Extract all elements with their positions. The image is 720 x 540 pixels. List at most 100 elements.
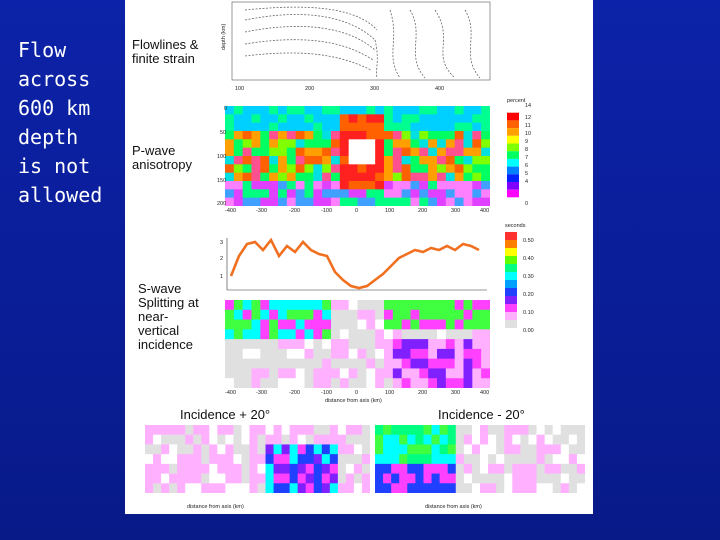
heatmap-cell [375,348,385,360]
heatmap-cell [366,106,376,115]
heatmap-cell [366,378,376,388]
heatmap-cell [407,463,416,475]
heatmap-cell [361,434,370,445]
heatmap-cell [428,122,438,132]
heatmap-cell [481,319,490,330]
heatmap-cell [297,463,307,475]
heatmap-cell [289,425,299,436]
percent-tick: 6 [525,163,529,169]
heatmap-cell [304,164,314,174]
heatmap-cell [297,454,307,465]
heatmap-cell [536,463,546,475]
heatmap-cell [454,309,464,321]
heatmap-cell [295,147,305,157]
heatmap-cell [366,319,376,330]
heatmap-cell [269,181,279,190]
heatmap-cell [428,309,438,321]
heatmap-cell [278,378,288,388]
flowline [409,9,426,79]
seconds-tick: 0.00 [523,328,534,334]
heatmap-cell [481,339,490,350]
heatmap-cell [445,348,456,360]
heatmap-cell [428,329,438,340]
heatmap-cell [161,425,170,436]
heatmap-cell [471,434,481,445]
flowline [389,9,401,79]
heatmap-cell [225,122,235,132]
heatmap-cell [447,463,457,475]
heatmap-cell [454,300,464,311]
heatmap-cell [437,172,447,182]
heatmap-cell [331,106,341,115]
heatmap-cell [568,425,578,436]
heatmap-cell [289,463,299,475]
heatmap-cell [375,164,385,174]
heatmap-cell [428,378,438,388]
heatmap-cell [269,309,279,321]
heatmap-cell [463,300,473,311]
heatmap-cell [375,181,385,190]
heatmap-cell [528,473,538,484]
x-tick: 100 [385,208,395,214]
heatmap-cell [289,454,299,465]
heatmap-cell [407,473,416,484]
heatmap-cell [568,444,578,455]
heatmap-cell [472,114,482,124]
heatmap-cell [289,434,299,445]
heatmap-cell [463,444,473,455]
heatmap-cell [480,463,489,475]
heatmap-cell [419,156,429,165]
heatmap-cell [201,483,210,493]
heatmap-cell [552,483,562,493]
heatmap-cell [321,444,331,455]
incidence-plus-label: Incidence + 20° [180,407,271,422]
heatmap-cell [251,106,261,115]
heatmap-cell [257,463,267,475]
heatmap-cell [472,106,482,115]
x-tick: 400 [480,208,490,214]
heatmap-cell [345,473,355,484]
heatmap-cell [401,339,411,350]
heatmap-cell [488,434,497,445]
heatmap-cell [472,358,482,369]
colorbar-cell [505,288,517,296]
heatmap-cell [454,319,464,330]
heatmap-cell [337,473,347,484]
heatmap-cell [305,483,315,493]
heatmap-cell [576,444,585,455]
heatmap-cell [437,197,447,206]
x-tick: -200 [289,208,301,214]
heatmap-cell [439,483,449,493]
heatmap-cell [375,147,385,157]
heatmap-cell [153,473,162,484]
heatmap-cell [225,473,234,484]
heatmap-cell [251,368,261,379]
heatmap-cell [504,463,513,475]
heatmap-cell [153,444,162,455]
heatmap-cell [481,197,490,206]
heatmap-cell [297,483,307,493]
heatmap-cell [251,181,261,190]
heatmap-cell [348,368,358,379]
heatmap-cell [331,181,341,190]
heatmap-cell [366,197,376,206]
slide-title-line: across [18,67,91,91]
flow-tick: 100 [235,86,245,92]
heatmap-cell [454,139,464,149]
heatmap-cell [410,319,420,330]
heatmap-cell [313,181,323,190]
heatmap-cell [193,483,202,493]
heatmap-cell [437,378,447,388]
heatmap-cell [233,473,242,484]
heatmap-cell [260,329,270,340]
heatmap-cell [353,473,363,484]
heatmap-cell [295,131,305,140]
heatmap-cell [225,319,235,330]
heatmap-cell [401,122,411,132]
heatmap-cell [552,444,562,455]
heatmap-cell [339,114,350,124]
heatmap-cell [463,434,473,445]
heatmap-cell [242,378,252,388]
heatmap-cell [331,339,341,350]
heatmap-cell [392,147,403,157]
